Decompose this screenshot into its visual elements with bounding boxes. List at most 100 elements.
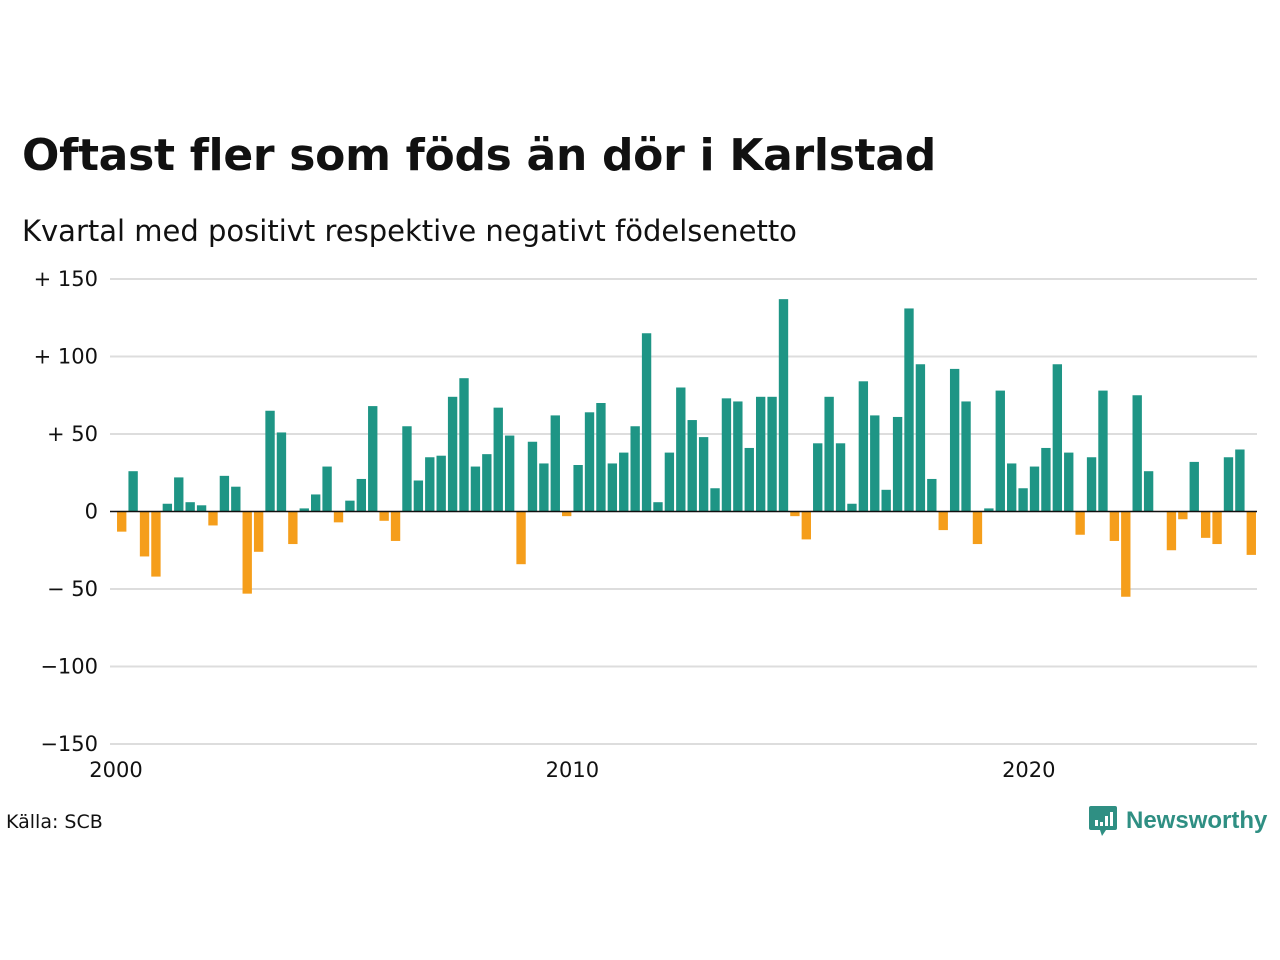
y-tick-label: − 50 — [47, 577, 98, 601]
bar — [995, 390, 1005, 512]
bar — [938, 511, 948, 531]
bar — [744, 447, 754, 512]
brand-name: Newsworthy — [1126, 807, 1268, 834]
bar — [322, 466, 332, 512]
bar — [721, 398, 732, 512]
bar — [311, 494, 321, 512]
bar — [1178, 511, 1188, 520]
bar — [162, 503, 173, 512]
bar — [824, 396, 834, 512]
bar — [596, 403, 606, 512]
bar — [733, 401, 743, 512]
y-tick-label: −100 — [40, 655, 98, 679]
bar — [425, 457, 435, 512]
y-tick-label: −150 — [40, 732, 98, 756]
bar — [858, 381, 869, 512]
x-tick-label: 2020 — [1002, 758, 1055, 782]
bar — [984, 508, 994, 512]
bar — [333, 511, 344, 523]
bar — [892, 416, 903, 512]
bar — [185, 502, 195, 512]
bar — [356, 478, 366, 512]
bar — [961, 401, 971, 512]
bar — [813, 443, 823, 512]
bar — [584, 412, 595, 512]
bar — [915, 364, 926, 512]
bar — [710, 488, 720, 512]
bar — [379, 511, 389, 521]
bar — [345, 500, 355, 512]
chart-subtitle: Kvartal med positivt respektive negativt… — [22, 214, 797, 248]
bar — [698, 437, 709, 512]
bar — [208, 511, 218, 526]
bar — [972, 511, 983, 545]
bar — [265, 410, 275, 512]
bar — [459, 378, 469, 512]
y-tick-label: + 50 — [47, 422, 98, 446]
bar — [1086, 457, 1097, 512]
bar — [253, 511, 264, 552]
bar — [390, 511, 401, 541]
bar — [242, 511, 252, 594]
bar — [231, 486, 241, 512]
bar — [1041, 447, 1051, 512]
y-axis-labels: + 150 + 100 + 50 0 − 50 −100 −150 — [34, 267, 98, 756]
bars — [117, 299, 1256, 597]
bar — [870, 415, 880, 512]
bar — [1121, 511, 1131, 597]
bar — [630, 426, 640, 512]
bar — [767, 396, 777, 512]
bar — [562, 511, 572, 517]
bar — [1075, 511, 1085, 535]
bar — [151, 511, 161, 577]
x-axis-labels: 2000 2010 2020 — [89, 758, 1055, 782]
bar — [1189, 461, 1199, 512]
bar — [368, 406, 378, 512]
bar — [949, 368, 960, 512]
y-tick-label: + 150 — [34, 267, 98, 291]
bar — [1029, 466, 1040, 512]
bar — [219, 475, 230, 512]
bar — [1143, 471, 1154, 512]
bar — [128, 471, 138, 512]
bar — [447, 396, 458, 512]
bar-chart: + 150 + 100 + 50 0 − 50 −100 −150 2000 2010 2020 — [34, 267, 1257, 782]
bar — [1166, 511, 1177, 551]
y-tick-label: + 100 — [34, 345, 98, 369]
bar — [904, 308, 914, 512]
bar — [573, 465, 583, 512]
bar — [516, 511, 526, 565]
bar — [470, 466, 481, 512]
bar — [778, 299, 789, 512]
bar — [847, 503, 857, 512]
bar — [1098, 390, 1108, 512]
chart-title: Oftast fler som föds än dör i Karlstad — [22, 130, 936, 181]
bar — [881, 489, 891, 512]
bar — [607, 463, 618, 512]
source-note: Källa: SCB — [6, 811, 103, 833]
bar — [1235, 449, 1245, 512]
bar — [1109, 511, 1120, 541]
newsworthy-logo-icon — [1089, 806, 1117, 836]
bar — [1223, 457, 1234, 512]
bar — [436, 455, 446, 512]
bar — [835, 443, 846, 512]
bar — [676, 387, 686, 512]
bar — [299, 508, 309, 512]
bar — [539, 463, 549, 512]
bar — [653, 502, 663, 512]
bar — [402, 426, 412, 512]
bar — [687, 420, 697, 512]
x-tick-label: 2010 — [546, 758, 599, 782]
bar — [482, 454, 492, 512]
bar — [493, 407, 503, 512]
bar — [196, 505, 207, 512]
bar — [1018, 488, 1028, 512]
bar — [641, 333, 652, 512]
x-tick-label: 2000 — [89, 758, 142, 782]
bar — [288, 511, 298, 545]
bar — [550, 415, 560, 512]
brand-logo[interactable]: Newsworthy — [1088, 804, 1267, 838]
bar — [117, 511, 127, 532]
bar — [413, 480, 424, 512]
